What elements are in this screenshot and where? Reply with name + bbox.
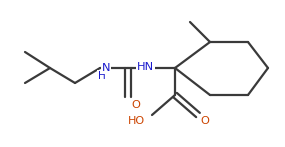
Text: HO: HO xyxy=(128,116,145,126)
Text: O: O xyxy=(132,100,141,110)
Text: H: H xyxy=(98,71,106,81)
Text: N: N xyxy=(102,63,111,73)
Text: HN: HN xyxy=(137,62,154,72)
Text: O: O xyxy=(201,116,209,126)
